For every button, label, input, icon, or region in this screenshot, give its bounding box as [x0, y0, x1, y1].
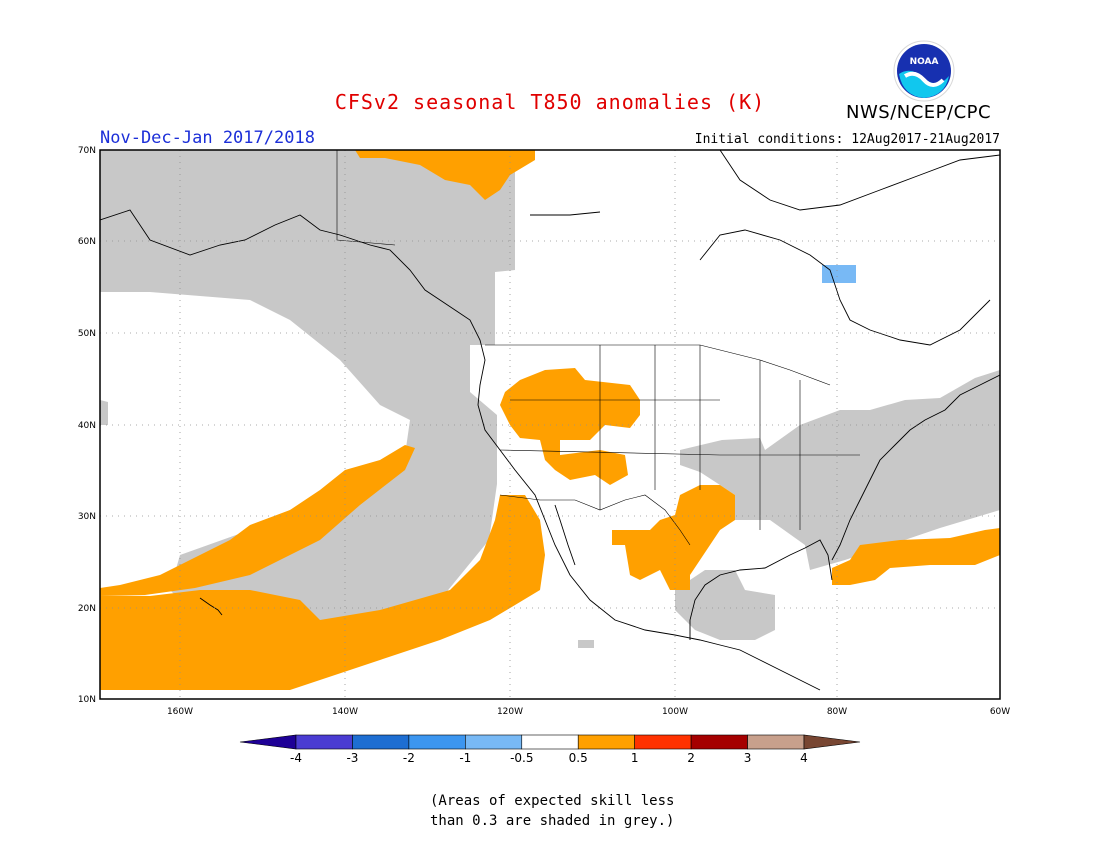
- map-title: CFSv2 seasonal T850 anomalies (K): [334, 90, 766, 114]
- skill-note-line1: (Areas of expected skill less: [430, 793, 675, 809]
- legend-label: 2: [687, 751, 695, 765]
- lat-label: 40N: [78, 421, 96, 431]
- lat-label: 70N: [78, 146, 96, 156]
- lon-label: 80W: [827, 707, 847, 717]
- lat-label: 10N: [78, 695, 96, 705]
- legend-label: 0.5: [569, 751, 588, 765]
- warm-anomaly-areas: [100, 150, 1000, 690]
- lat-label: 60N: [78, 237, 96, 247]
- color-legend: -4 -3 -2 -1 -0.5 0.5 1 2 3 4: [239, 734, 861, 765]
- lat-label: 20N: [78, 604, 96, 614]
- legend-label: 1: [631, 751, 639, 765]
- legend-label: -3: [346, 751, 358, 765]
- low-skill-gulf: [675, 570, 775, 640]
- legend-swatch: [408, 734, 466, 750]
- coastlines: [100, 150, 1000, 691]
- legend-swatch: [295, 734, 353, 750]
- lon-label: 100W: [662, 707, 688, 717]
- legend-swatch-min: [239, 734, 297, 750]
- legend-swatch: [690, 734, 748, 750]
- borders: [336, 150, 860, 546]
- legend-label: 3: [744, 751, 752, 765]
- legend-label: -1: [459, 751, 471, 765]
- legend-swatch: [747, 734, 805, 750]
- map-frame: [99, 149, 1001, 700]
- warm-anomaly-alaska: [355, 150, 535, 200]
- legend-label: -0.5: [510, 751, 533, 765]
- graticule: [100, 150, 1000, 699]
- skill-note-line2: than 0.3 are shaded in grey.): [430, 813, 675, 829]
- legend-swatch: [521, 734, 579, 750]
- skill-note: (Areas of expected skill less than 0.3 a…: [0, 791, 1100, 831]
- logo-text: NOAA: [910, 57, 939, 67]
- initial-conditions: Initial conditions: 12Aug2017-21Aug2017: [694, 132, 1000, 147]
- lon-label: 120W: [497, 707, 523, 717]
- noaa-logo-icon: NOAA: [893, 40, 955, 102]
- lat-label: 30N: [78, 512, 96, 522]
- forecast-period: Nov-Dec-Jan 2017/2018: [100, 128, 315, 148]
- legend-label: 4: [800, 751, 808, 765]
- lon-label: 60W: [990, 707, 1010, 717]
- agency-label: NWS/NCEP/CPC: [846, 102, 992, 123]
- legend-label: -4: [290, 751, 302, 765]
- warm-anomaly-texas: [612, 485, 735, 590]
- lon-label: 140W: [332, 707, 358, 717]
- low-skill-pacific-north: [100, 150, 515, 640]
- cool-anomaly-hudson: [822, 265, 856, 283]
- legend-swatch: [577, 734, 635, 750]
- lat-label: 50N: [78, 329, 96, 339]
- legend-label: -2: [403, 751, 415, 765]
- legend-swatch: [634, 734, 692, 750]
- warm-anomaly-pacific: [100, 445, 545, 690]
- legend-swatch: [465, 734, 523, 750]
- legend-swatch-max: [803, 734, 861, 750]
- warm-anomaly-caribbean: [832, 528, 1000, 585]
- legend-swatch: [352, 734, 410, 750]
- lon-label: 160W: [167, 707, 193, 717]
- warm-anomaly-west: [500, 368, 640, 485]
